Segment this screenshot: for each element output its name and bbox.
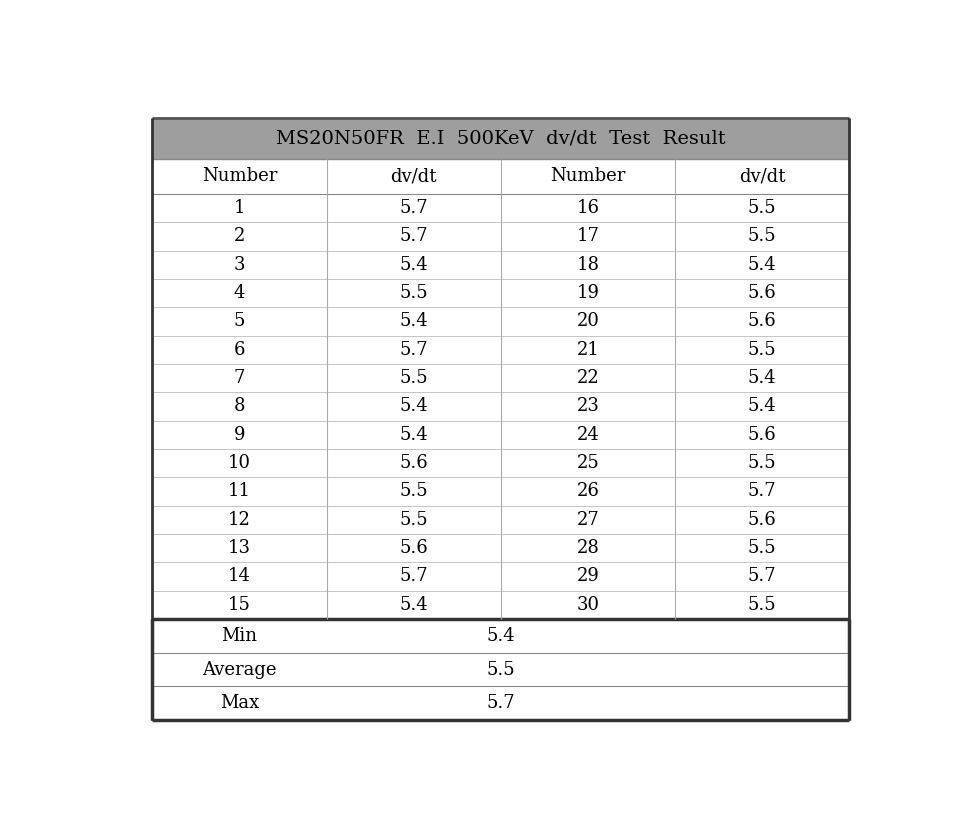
Text: 5.4: 5.4: [747, 369, 777, 387]
Text: 5.4: 5.4: [400, 313, 428, 331]
Text: 13: 13: [228, 539, 251, 557]
Text: 15: 15: [228, 595, 251, 614]
Text: 5.7: 5.7: [747, 567, 777, 586]
Text: 25: 25: [576, 454, 599, 472]
Text: Number: Number: [550, 167, 625, 185]
Text: 1: 1: [234, 199, 245, 217]
Text: Max: Max: [220, 694, 259, 712]
Text: 30: 30: [576, 595, 599, 614]
Text: 5.6: 5.6: [400, 539, 428, 557]
Text: 6: 6: [234, 341, 245, 359]
Text: 14: 14: [228, 567, 251, 586]
Text: 18: 18: [576, 256, 599, 274]
Text: dv/dt: dv/dt: [391, 167, 437, 185]
Text: 24: 24: [576, 426, 599, 444]
Text: 5.5: 5.5: [487, 661, 515, 678]
Text: 22: 22: [576, 369, 599, 387]
Text: 5.7: 5.7: [487, 694, 515, 712]
Text: Average: Average: [202, 661, 276, 678]
Text: MS20N50FR  E.I  500KeV  dv/dt  Test  Result: MS20N50FR E.I 500KeV dv/dt Test Result: [276, 130, 726, 147]
Text: 7: 7: [234, 369, 245, 387]
Text: 5.4: 5.4: [747, 398, 777, 415]
Text: 3: 3: [234, 256, 245, 274]
Text: dv/dt: dv/dt: [739, 167, 786, 185]
Text: 5.6: 5.6: [747, 284, 777, 302]
Text: 21: 21: [576, 341, 599, 359]
Text: 2: 2: [234, 227, 245, 246]
Text: 11: 11: [228, 482, 251, 500]
Text: 5.5: 5.5: [747, 341, 777, 359]
Text: 5.6: 5.6: [747, 511, 777, 528]
Text: 23: 23: [576, 398, 599, 415]
Text: 5.5: 5.5: [400, 369, 428, 387]
Text: 19: 19: [576, 284, 599, 302]
Text: 5.7: 5.7: [400, 341, 428, 359]
Text: 5.6: 5.6: [400, 454, 428, 472]
Text: 5.7: 5.7: [400, 567, 428, 586]
Text: 27: 27: [576, 511, 599, 528]
Text: 5.4: 5.4: [400, 256, 428, 274]
Text: 5.5: 5.5: [747, 595, 777, 614]
Text: Min: Min: [222, 627, 258, 645]
Text: 16: 16: [576, 199, 599, 217]
Text: 4: 4: [234, 284, 245, 302]
Text: 28: 28: [576, 539, 599, 557]
Text: 9: 9: [234, 426, 245, 444]
Text: 5.5: 5.5: [747, 227, 777, 246]
Text: 5.4: 5.4: [400, 398, 428, 415]
Text: 5.4: 5.4: [400, 426, 428, 444]
Text: 29: 29: [576, 567, 599, 586]
Text: 5.4: 5.4: [747, 256, 777, 274]
Text: 5: 5: [234, 313, 245, 331]
Text: 8: 8: [234, 398, 245, 415]
Text: 5.6: 5.6: [747, 426, 777, 444]
Text: 5.5: 5.5: [747, 539, 777, 557]
Text: 5.7: 5.7: [400, 227, 428, 246]
Text: 10: 10: [228, 454, 251, 472]
Text: 5.7: 5.7: [747, 482, 777, 500]
Text: 5.5: 5.5: [747, 454, 777, 472]
Text: 5.6: 5.6: [747, 313, 777, 331]
Text: 20: 20: [576, 313, 599, 331]
Text: 5.5: 5.5: [400, 284, 428, 302]
Text: 12: 12: [228, 511, 251, 528]
Text: 17: 17: [576, 227, 599, 246]
Text: 26: 26: [576, 482, 599, 500]
Text: 5.4: 5.4: [487, 627, 515, 645]
Text: 5.5: 5.5: [747, 199, 777, 217]
Text: Number: Number: [202, 167, 277, 185]
Bar: [152, 159, 849, 194]
Text: 5.4: 5.4: [400, 595, 428, 614]
Bar: [152, 118, 849, 159]
Text: 5.5: 5.5: [400, 511, 428, 528]
Text: 5.7: 5.7: [400, 199, 428, 217]
Text: 5.5: 5.5: [400, 482, 428, 500]
